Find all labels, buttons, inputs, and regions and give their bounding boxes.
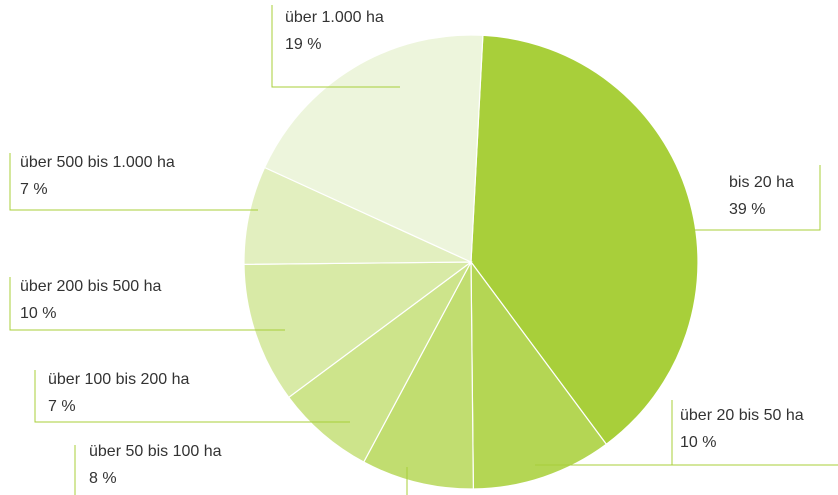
value-label: 8 % bbox=[89, 470, 117, 487]
value-label: 10 % bbox=[20, 305, 56, 322]
leader-line bbox=[9, 153, 258, 211]
pie-slice bbox=[243, 261, 473, 399]
slice-label: über 100 bis 200 ha bbox=[48, 371, 190, 388]
leader-line bbox=[690, 165, 821, 231]
value-label: 10 % bbox=[680, 434, 716, 451]
leader-line bbox=[34, 370, 350, 423]
leader-line bbox=[74, 445, 408, 495]
value-label: 19 % bbox=[285, 36, 321, 53]
value-label: 7 % bbox=[20, 181, 48, 198]
pie-slice bbox=[470, 34, 699, 446]
leader-line bbox=[9, 277, 285, 331]
pie-slice bbox=[263, 34, 484, 263]
pie-slice bbox=[362, 261, 474, 490]
pie-slice bbox=[470, 260, 608, 490]
value-label: 39 % bbox=[729, 201, 765, 218]
slice-label: bis 20 ha bbox=[729, 174, 794, 191]
value-label: 7 % bbox=[48, 398, 76, 415]
slice-label: über 1.000 ha bbox=[285, 9, 384, 26]
slice-label: über 20 bis 50 ha bbox=[680, 407, 804, 424]
leader-line bbox=[271, 5, 400, 88]
slice-label: über 500 bis 1.000 ha bbox=[20, 154, 175, 171]
leader-line bbox=[535, 400, 838, 466]
slice-label: über 200 bis 500 ha bbox=[20, 278, 162, 295]
slice-label: über 50 bis 100 ha bbox=[89, 443, 222, 460]
